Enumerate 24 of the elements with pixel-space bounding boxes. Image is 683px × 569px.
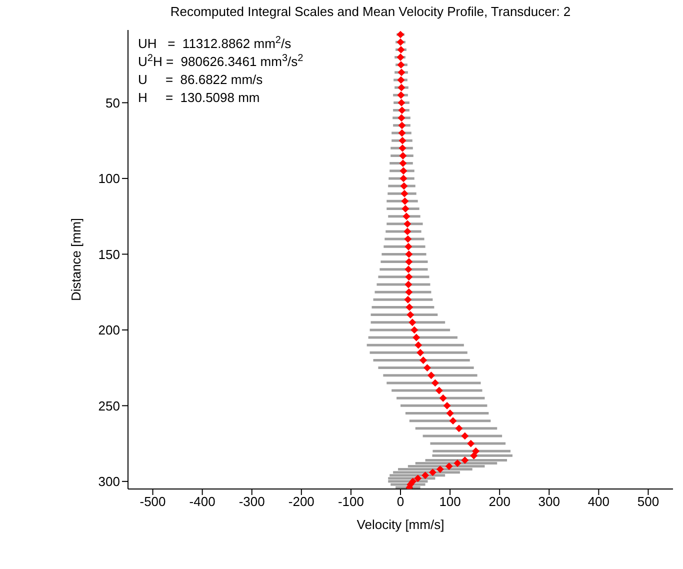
- annotation: H = 130.5098 mm: [138, 90, 260, 105]
- x-tick-label: 0: [396, 494, 404, 510]
- x-tick-label: 100: [439, 494, 461, 510]
- x-axis-title: Velocity [mm/s]: [356, 517, 444, 532]
- y-tick-label: 50: [106, 95, 120, 110]
- y-tick-label: 150: [98, 246, 120, 262]
- x-tick-label: -500: [140, 494, 166, 510]
- y-tick-label: 300: [98, 474, 120, 490]
- x-tick-label: 300: [538, 494, 560, 510]
- x-tick-label: -100: [338, 494, 364, 510]
- y-tick-label: 250: [98, 398, 120, 414]
- y-axis-title: Distance [mm]: [68, 218, 84, 302]
- annotation: U = 86.6822 mm/s: [138, 72, 264, 87]
- x-tick-label: -400: [189, 494, 216, 510]
- x-tick-label: 400: [588, 494, 610, 510]
- annotation: UH = 11312.8862 mm$^{2}$/s: [138, 34, 292, 51]
- y-tick-label: 100: [98, 171, 120, 186]
- x-tick-label: 500: [637, 494, 660, 510]
- x-tick-label: -200: [288, 494, 314, 510]
- x-tick-label: -300: [238, 494, 265, 510]
- chart-title: Recomputed Integral Scales and Mean Velocity Profile, Transducer: 2: [170, 4, 571, 19]
- y-tick-label: 200: [98, 322, 120, 338]
- annotation: U$^{2}$H = 980626.3461 mm$^{3}$/s$^{2}$: [138, 52, 304, 69]
- x-tick-label: 200: [488, 494, 510, 510]
